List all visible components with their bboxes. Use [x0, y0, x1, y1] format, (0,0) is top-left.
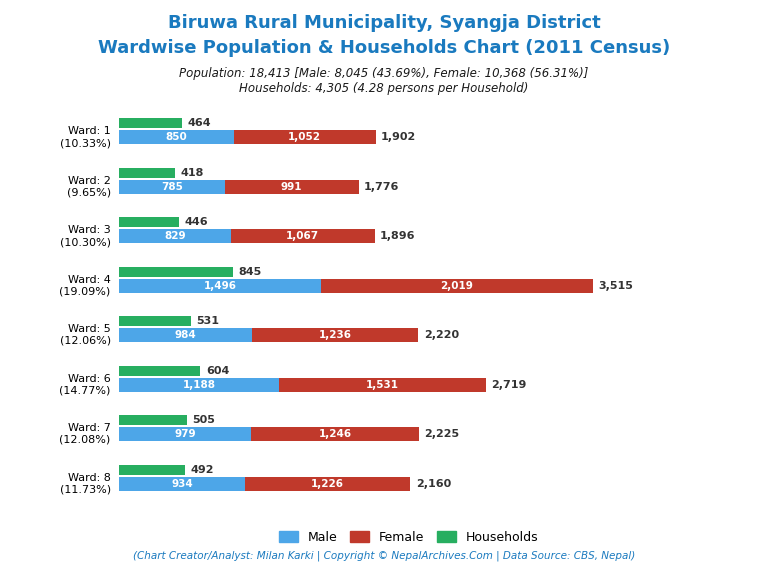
Bar	[119, 118, 181, 128]
Text: 1,496: 1,496	[204, 281, 237, 291]
Text: Households: 4,305 (4.28 persons per Household): Households: 4,305 (4.28 persons per Hous…	[240, 82, 528, 95]
Text: (Chart Creator/Analyst: Milan Karki | Copyright © NepalArchives.Com | Data Sourc: (Chart Creator/Analyst: Milan Karki | Co…	[133, 551, 635, 561]
Text: 1,776: 1,776	[364, 182, 399, 192]
Bar	[119, 328, 252, 342]
Legend: Male, Female, Households: Male, Female, Households	[274, 526, 544, 549]
Bar	[280, 378, 485, 392]
Text: 991: 991	[281, 182, 303, 192]
Bar	[119, 465, 185, 474]
Bar	[233, 130, 376, 144]
Text: Population: 18,413 [Male: 8,045 (43.69%), Female: 10,368 (56.31%)]: Population: 18,413 [Male: 8,045 (43.69%)…	[179, 67, 589, 79]
Bar	[119, 279, 321, 293]
Text: 1,896: 1,896	[380, 231, 415, 241]
Bar	[225, 180, 359, 194]
Bar	[119, 366, 200, 376]
Text: 464: 464	[187, 118, 210, 128]
Bar	[119, 378, 280, 392]
Text: 1,236: 1,236	[319, 330, 352, 340]
Bar	[245, 477, 410, 491]
Text: 850: 850	[165, 132, 187, 142]
Text: 1,531: 1,531	[366, 380, 399, 390]
Text: 1,052: 1,052	[288, 132, 321, 142]
Text: 2,719: 2,719	[491, 380, 526, 390]
Bar	[321, 279, 593, 293]
Text: 2,019: 2,019	[441, 281, 473, 291]
Bar	[251, 427, 419, 441]
Text: 1,246: 1,246	[319, 429, 352, 439]
Text: 845: 845	[238, 267, 262, 277]
Text: 2,220: 2,220	[424, 330, 459, 340]
Bar	[119, 316, 190, 327]
Text: 604: 604	[206, 366, 230, 376]
Bar	[119, 267, 233, 277]
Text: 984: 984	[174, 330, 197, 340]
Text: Biruwa Rural Municipality, Syangja District: Biruwa Rural Municipality, Syangja Distr…	[167, 14, 601, 32]
Text: 979: 979	[174, 429, 196, 439]
Text: 1,067: 1,067	[286, 231, 319, 241]
Bar	[252, 328, 419, 342]
Text: 934: 934	[171, 478, 193, 488]
Bar	[119, 180, 225, 194]
Bar	[119, 477, 245, 491]
Text: 418: 418	[180, 168, 204, 178]
Bar	[119, 218, 179, 227]
Text: 531: 531	[196, 316, 219, 327]
Text: 505: 505	[193, 415, 215, 425]
Text: Wardwise Population & Households Chart (2011 Census): Wardwise Population & Households Chart (…	[98, 39, 670, 57]
Text: 1,902: 1,902	[381, 132, 416, 142]
Bar	[119, 229, 231, 243]
Text: 492: 492	[190, 465, 214, 475]
Bar	[119, 427, 251, 441]
Text: 3,515: 3,515	[598, 281, 634, 291]
Text: 785: 785	[161, 182, 183, 192]
Text: 1,188: 1,188	[183, 380, 216, 390]
Text: 1,226: 1,226	[311, 478, 344, 488]
Text: 446: 446	[184, 218, 208, 227]
Bar	[119, 168, 175, 178]
Text: 2,225: 2,225	[425, 429, 459, 439]
Bar	[119, 415, 187, 425]
Text: 829: 829	[164, 231, 186, 241]
Text: 2,160: 2,160	[415, 478, 451, 488]
Bar	[119, 130, 233, 144]
Bar	[231, 229, 375, 243]
